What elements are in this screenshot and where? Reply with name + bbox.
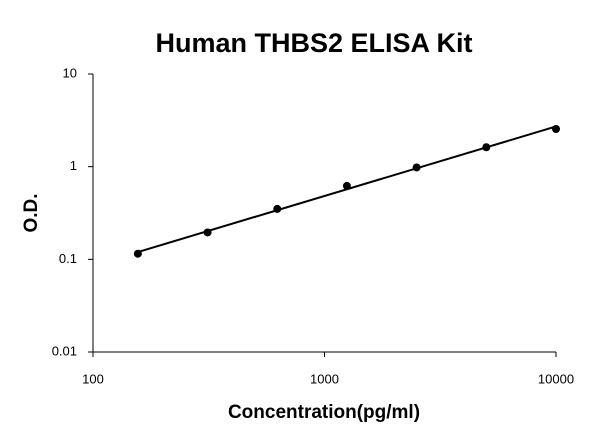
data-point (133, 249, 142, 258)
chart-title: Human THBS2 ELISA Kit (155, 28, 472, 58)
y-axis-title: O.D. (21, 193, 42, 232)
x-tick-label: 100 (82, 371, 104, 386)
y-tick-label: 10 (63, 65, 77, 80)
data-point (552, 124, 560, 133)
x-tick-label: 10000 (538, 371, 574, 386)
y-tick-label: 0.01 (52, 343, 77, 358)
data-point (273, 204, 282, 213)
y-tick-label: 0.1 (59, 251, 77, 266)
x-tick-label: 1000 (310, 371, 339, 386)
data-point (482, 143, 491, 152)
data-point (412, 163, 421, 172)
data-point (203, 228, 212, 237)
data-point (342, 181, 351, 190)
y-tick-label: 1 (70, 158, 77, 173)
x-axis-title: Concentration(pg/ml) (228, 402, 420, 423)
